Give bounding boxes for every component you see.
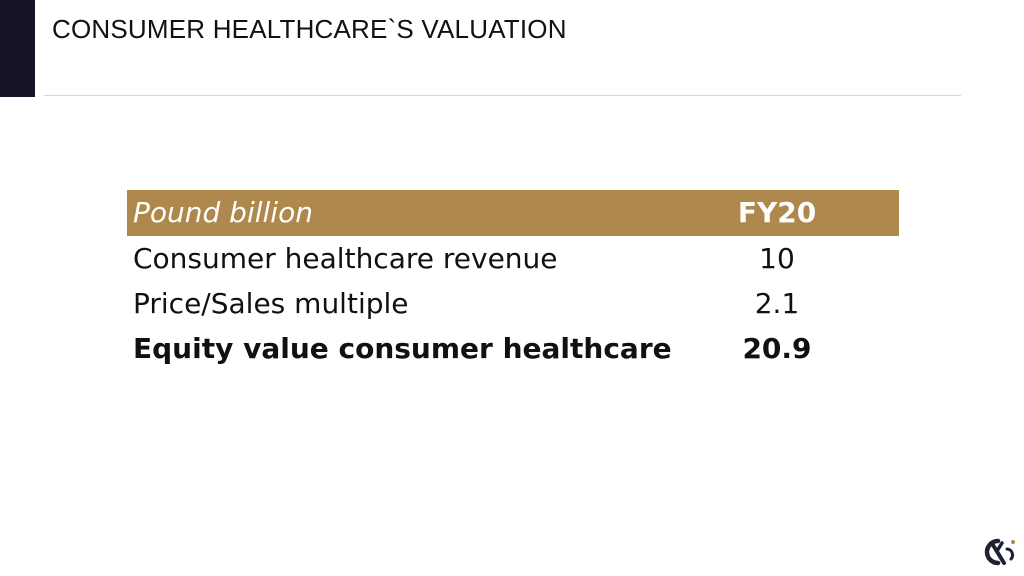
table-header-year: FY20 bbox=[737, 196, 817, 229]
table-row-total: Equity value consumer healthcare 20.9 bbox=[127, 326, 899, 372]
row-label-revenue: Consumer healthcare revenue bbox=[133, 242, 558, 275]
table-row: Consumer healthcare revenue 10 bbox=[127, 236, 899, 281]
table-header-unit-label: Pound billion bbox=[133, 196, 313, 229]
row-value-equity-value: 20.9 bbox=[742, 332, 812, 365]
title-divider bbox=[44, 95, 961, 96]
row-value-revenue: 10 bbox=[759, 242, 795, 275]
table-header-row: Pound billion FY20 bbox=[127, 190, 899, 236]
table-row: Price/Sales multiple 2.1 bbox=[127, 281, 899, 326]
company-logo-icon bbox=[984, 538, 1015, 566]
row-label-equity-value: Equity value consumer healthcare bbox=[133, 332, 672, 365]
row-label-multiple: Price/Sales multiple bbox=[133, 287, 409, 320]
row-value-multiple: 2.1 bbox=[754, 287, 800, 320]
valuation-table: Pound billion FY20 Consumer healthcare r… bbox=[127, 190, 899, 372]
corner-accent-block bbox=[0, 0, 35, 97]
slide-title: CONSUMER HEALTHCARE`S VALUATION bbox=[52, 14, 567, 44]
